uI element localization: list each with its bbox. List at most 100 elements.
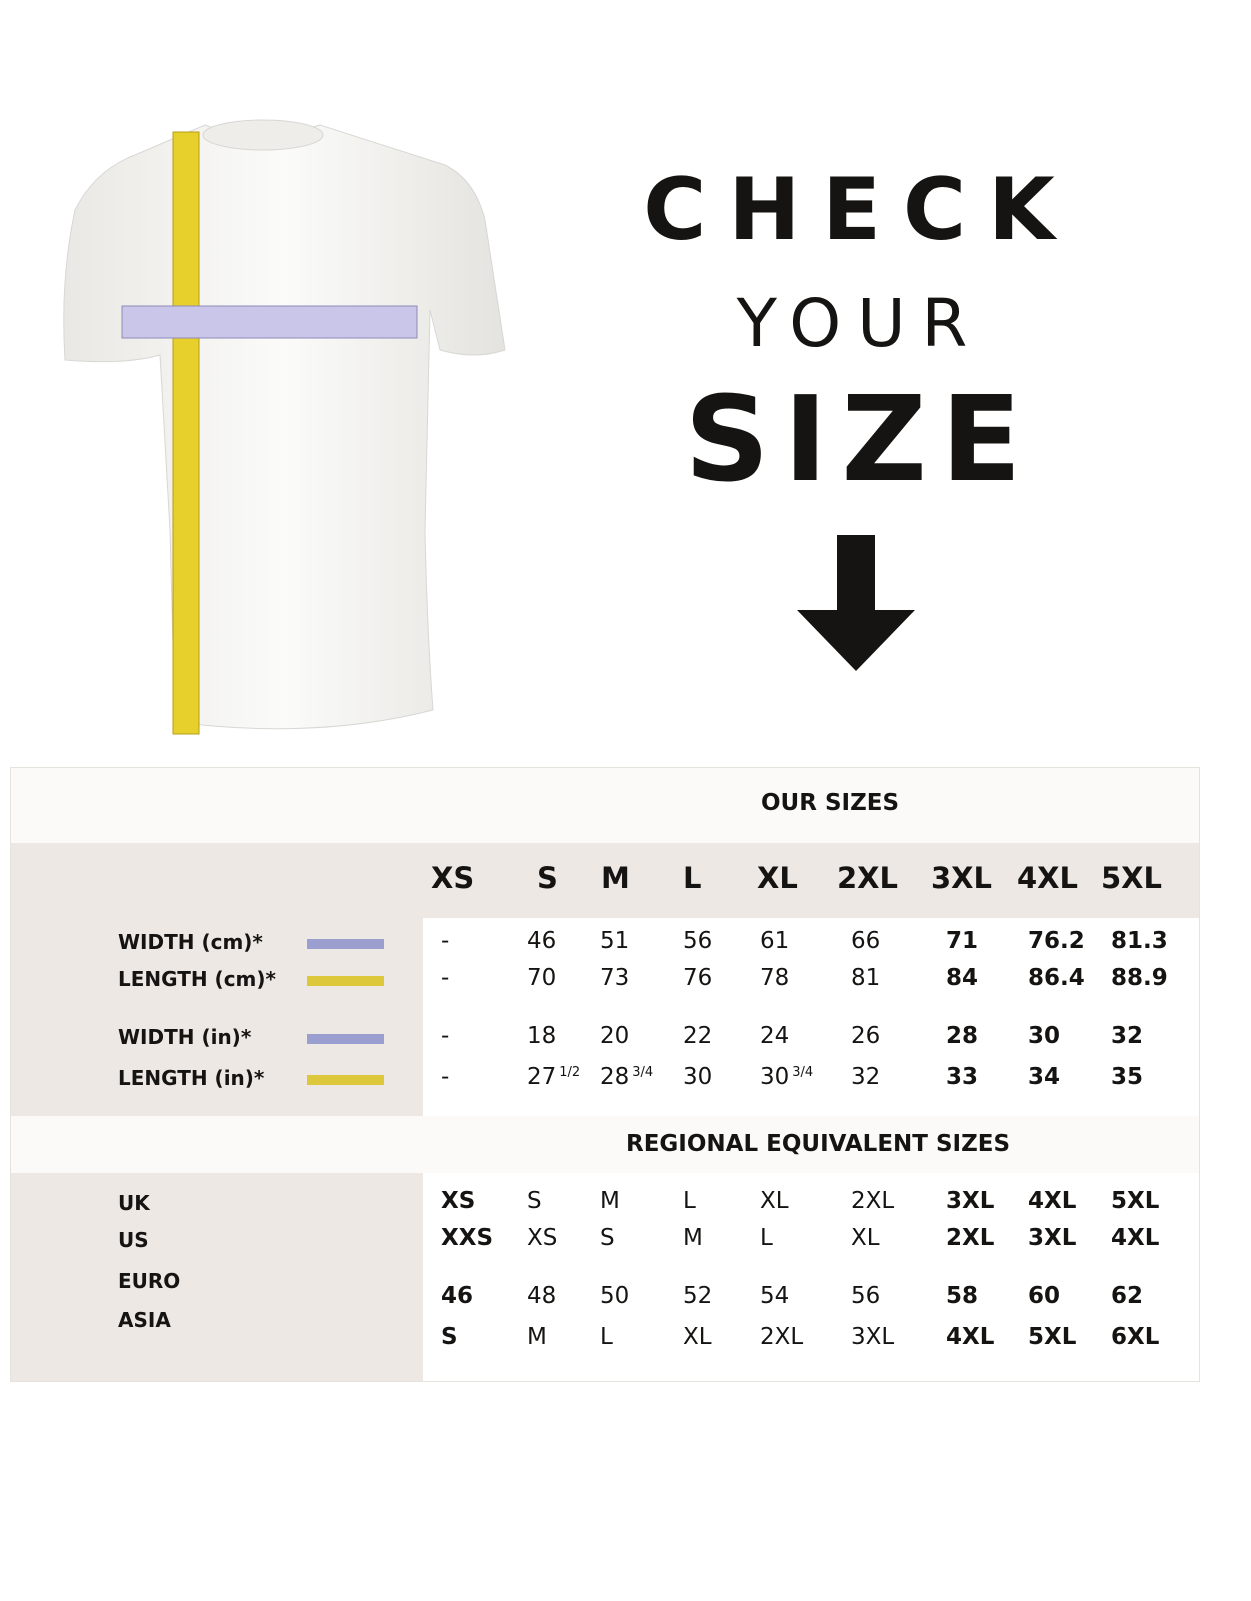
cell-value: 32: [1111, 1023, 1144, 1049]
table-cell: 35: [1111, 1064, 1143, 1090]
cell-value: 30: [1028, 1023, 1061, 1049]
table-cell: 32: [851, 1064, 880, 1090]
table-cell: 71: [946, 928, 978, 954]
table-cell: 20: [600, 1023, 629, 1049]
table-cell: 4XL: [1028, 1188, 1077, 1214]
cell-value: 86.4: [1028, 965, 1085, 991]
cell-value: 51: [600, 928, 630, 954]
table-cell: M: [600, 1188, 620, 1214]
table-cell: 66: [851, 928, 880, 954]
table-cell: XS: [441, 1188, 476, 1214]
cell-value: 46: [527, 928, 557, 954]
cell-value: 30: [760, 1064, 790, 1090]
cell-value: 27: [527, 1064, 557, 1090]
row-label: LENGTH (in)*: [118, 1066, 265, 1090]
table-cell: XXS: [441, 1225, 494, 1251]
row-label: WIDTH (cm)*: [118, 930, 263, 954]
size-header: S: [537, 861, 558, 895]
size-header: 5XL: [1101, 861, 1163, 895]
cell-value: -: [441, 965, 450, 991]
length-swatch: [307, 1075, 384, 1085]
length-swatch: [307, 976, 384, 986]
table-cell: XL: [760, 1188, 789, 1214]
table-cell: 28: [946, 1023, 978, 1049]
table-cell: 73: [600, 965, 629, 991]
table-cell: 81: [851, 965, 880, 991]
table-cell: 2XL: [851, 1188, 895, 1214]
table-cell: XS: [527, 1225, 558, 1251]
cell-value: 84: [946, 965, 979, 991]
table-cell: M: [683, 1225, 703, 1251]
table-cell: 28 3/4: [600, 1064, 653, 1090]
table-cell: 34: [1028, 1064, 1060, 1090]
cell-value: 66: [851, 928, 881, 954]
row-label: WIDTH (in)*: [118, 1025, 252, 1049]
size-header: 4XL: [1017, 861, 1079, 895]
cell-value: 34: [1028, 1064, 1061, 1090]
heading-check: CHECK: [643, 160, 1077, 260]
cell-value: 78: [760, 965, 790, 991]
table-cell: 5XL: [1111, 1188, 1160, 1214]
heading-your: YOUR: [736, 285, 984, 362]
table-cell: 4XL: [1111, 1225, 1160, 1251]
regional-title: REGIONAL EQUIVALENT SIZES: [626, 1131, 1011, 1157]
width-swatch: [307, 1034, 384, 1044]
table-cell: 30: [1028, 1023, 1060, 1049]
region-label: ASIA: [118, 1308, 171, 1332]
table-cell: 18: [527, 1023, 556, 1049]
table-cell: 62: [1111, 1283, 1144, 1309]
table-cell: 2XL: [946, 1225, 995, 1251]
cell-value: 56: [683, 928, 713, 954]
table-cell: 58: [946, 1283, 979, 1309]
table-cell: 30: [683, 1064, 712, 1090]
cell-value: 30: [683, 1064, 713, 1090]
table-cell: 78: [760, 965, 789, 991]
table-cell: L: [683, 1188, 696, 1214]
table-cell: 76.2: [1028, 928, 1085, 954]
row-label: LENGTH (cm)*: [118, 967, 276, 991]
down-arrow-icon: [797, 535, 915, 671]
cell-value: 81: [851, 965, 881, 991]
table-cell: 33: [946, 1064, 978, 1090]
table-cell: 5XL: [1028, 1324, 1077, 1350]
table-cell: 2XL: [760, 1324, 804, 1350]
cell-value: 76: [683, 965, 713, 991]
cell-value: 32: [851, 1064, 881, 1090]
cell-value: -: [441, 928, 450, 954]
table-cell: 24: [760, 1023, 789, 1049]
table-cell: 22: [683, 1023, 712, 1049]
table-cell: 3XL: [946, 1188, 995, 1214]
t-shirt-image: [63, 119, 506, 735]
region-label: EURO: [118, 1269, 181, 1293]
table-cell: 30 3/4: [760, 1064, 813, 1090]
table-cell: 27 1/2: [527, 1064, 580, 1090]
cell-value: -: [441, 1064, 450, 1090]
cell-value: 28: [600, 1064, 630, 1090]
cell-value: 20: [600, 1023, 630, 1049]
table-cell: -: [441, 1023, 449, 1049]
table-cell: 60: [1028, 1283, 1061, 1309]
table-cell: 86.4: [1028, 965, 1085, 991]
size-header: L: [683, 861, 702, 895]
table-cell: 51: [600, 928, 629, 954]
table-cell: 56: [683, 928, 712, 954]
cell-value: 26: [851, 1023, 881, 1049]
cell-fraction: 3/4: [792, 1065, 814, 1080]
size-chart-table: OUR SIZES REGIONAL EQUIVALENT SIZES XS S M…: [10, 767, 1200, 1382]
table-cell: -: [441, 928, 449, 954]
size-header: M: [601, 861, 630, 895]
table-cell: 50: [600, 1283, 630, 1309]
table-cell: -: [441, 965, 449, 991]
cell-value: 70: [527, 965, 557, 991]
cell-value: 18: [527, 1023, 557, 1049]
table-cell: 88.9: [1111, 965, 1168, 991]
heading-size: SIZE: [684, 370, 1036, 508]
table-cell: XL: [683, 1324, 712, 1350]
table-cell: 4XL: [946, 1324, 995, 1350]
table-cell: 70: [527, 965, 556, 991]
table-cell: 32: [1111, 1023, 1143, 1049]
table-cell: 76: [683, 965, 712, 991]
cell-value: 71: [946, 928, 979, 954]
table-cell: 61: [760, 928, 789, 954]
cell-value: -: [441, 1023, 450, 1049]
